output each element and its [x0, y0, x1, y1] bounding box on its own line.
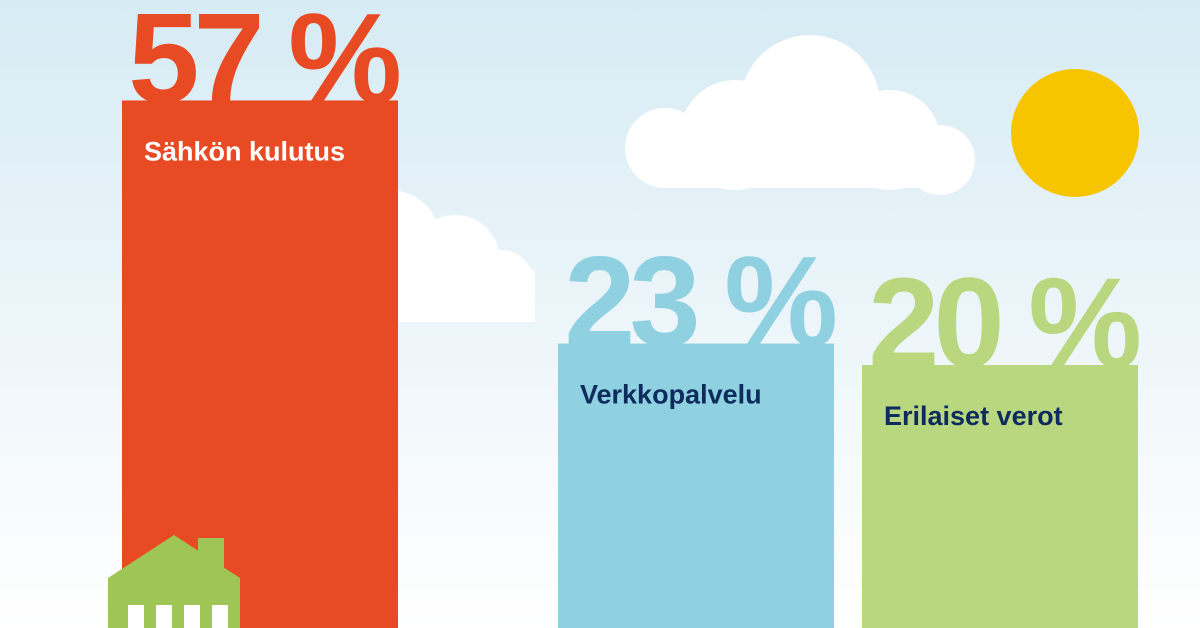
cloud: [625, 35, 975, 195]
bar: [558, 343, 834, 628]
value-label: 23 %: [564, 231, 835, 374]
category-label: Sähkön kulutus: [144, 136, 345, 166]
category-label: Verkkopalvelu: [580, 380, 762, 410]
house-icon: [108, 535, 240, 628]
sun: [1011, 69, 1139, 197]
category-label: Erilaiset verot: [884, 401, 1063, 431]
value-label: 20 %: [868, 252, 1139, 395]
bar: [862, 365, 1138, 628]
value-label: 57 %: [128, 0, 399, 130]
